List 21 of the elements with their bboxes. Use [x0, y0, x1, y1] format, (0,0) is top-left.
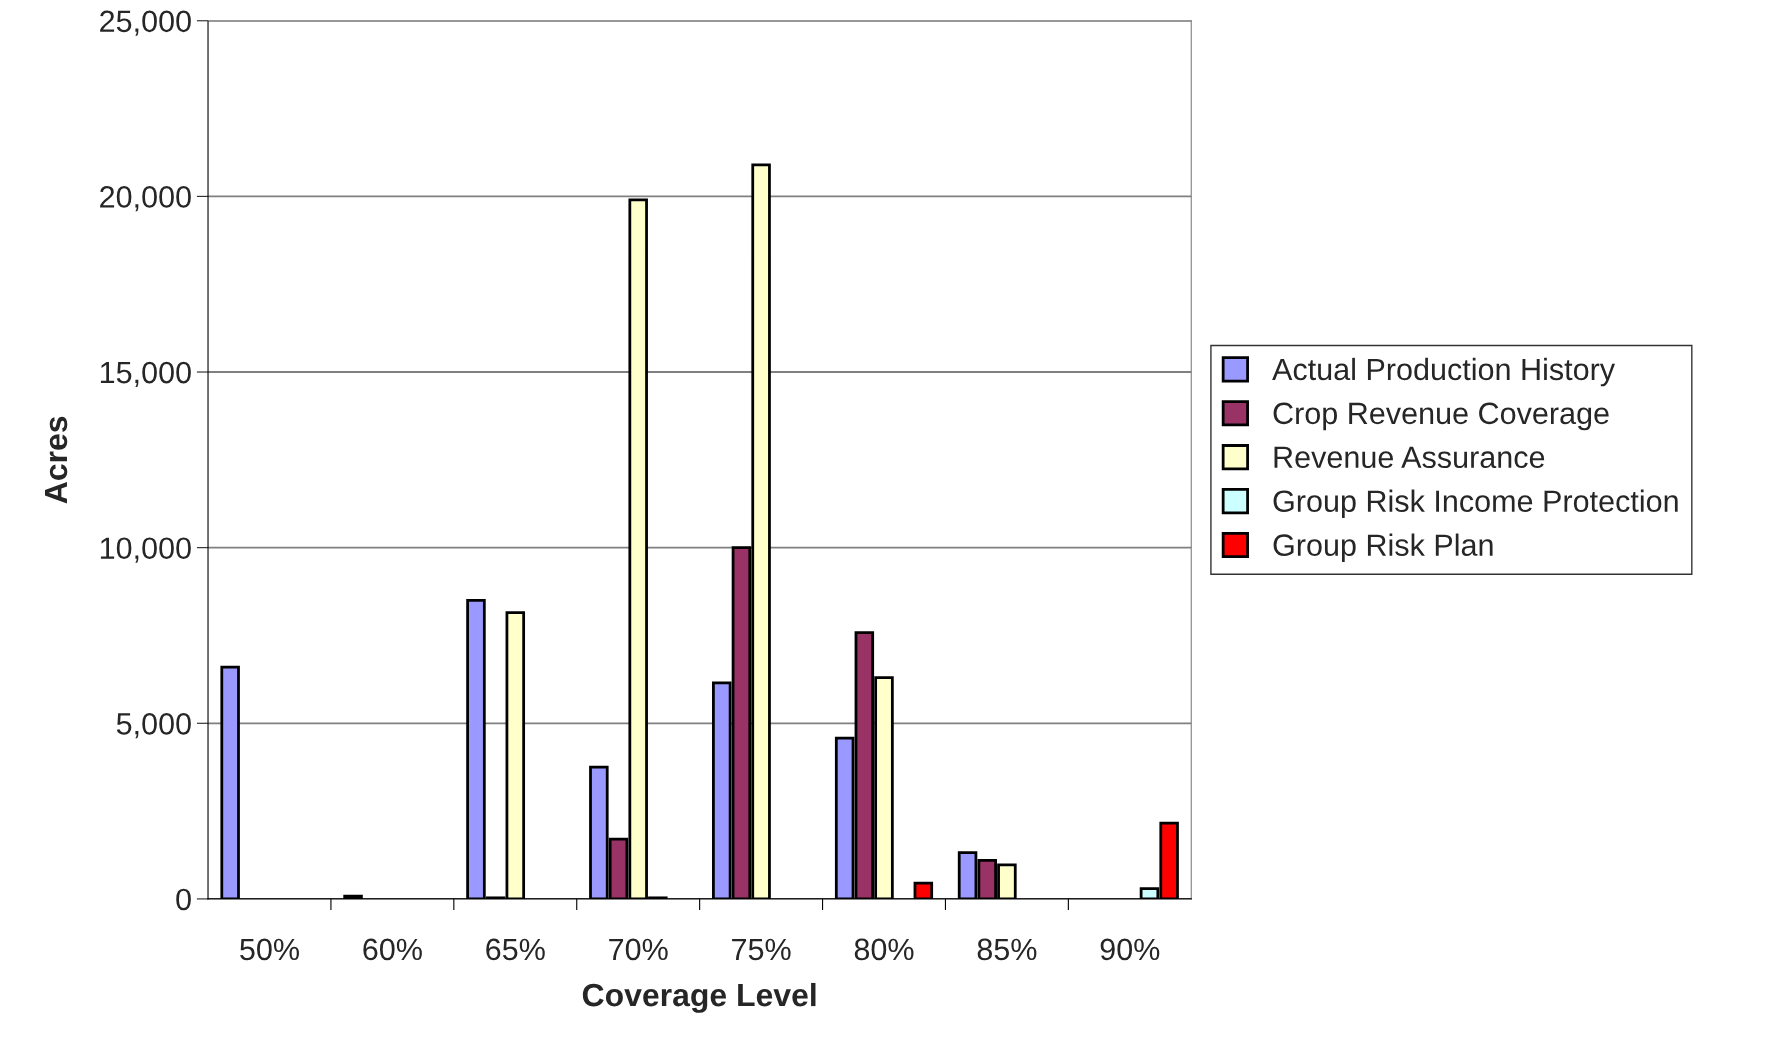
- legend-label: Actual Production History: [1272, 357, 1616, 387]
- x-tick-label: 90%: [1100, 938, 1160, 961]
- y-tick-label: 0: [176, 888, 191, 911]
- y-tick-label: 5,000: [116, 713, 191, 739]
- legend-label: Revenue Assurance: [1274, 446, 1545, 469]
- y-tick-label: 10,000: [100, 537, 191, 563]
- legend-label: Group Risk Plan: [1273, 533, 1493, 562]
- y-axis-title: Acres: [45, 416, 68, 504]
- x-tick-label: 80%: [854, 938, 914, 961]
- y-tick-label: 20,000: [100, 186, 191, 212]
- x-tick-label: 70%: [609, 938, 668, 961]
- legend-label: Group Risk Income Protection: [1273, 489, 1678, 519]
- x-tick-label: 65%: [486, 938, 545, 961]
- x-tick-label: 75%: [732, 938, 791, 961]
- x-axis-title: Coverage Level: [582, 982, 816, 1013]
- y-tick-label: 15,000: [100, 361, 191, 387]
- x-tick-label: 85%: [977, 938, 1037, 961]
- y-tick-label: 25,000: [100, 10, 191, 36]
- legend-label: Crop Revenue Coverage: [1273, 402, 1609, 431]
- x-tick-label: 60%: [363, 938, 422, 961]
- x-tick-label: 50%: [240, 938, 299, 961]
